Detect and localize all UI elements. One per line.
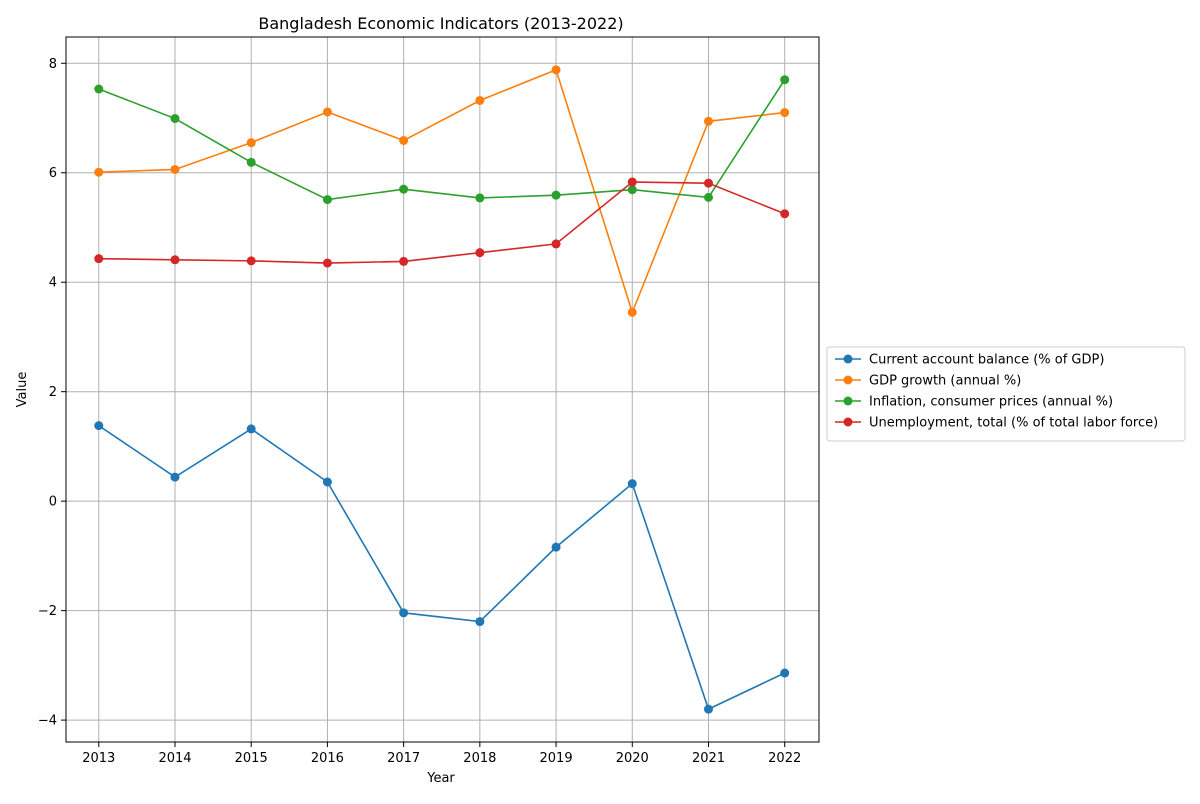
legend-item: Current account balance (% of GDP) xyxy=(835,353,1104,368)
y-tick-label: 4 xyxy=(49,276,57,291)
data-point xyxy=(551,190,561,200)
data-point xyxy=(475,95,485,105)
data-point xyxy=(322,258,332,268)
data-point xyxy=(475,617,485,627)
data-point xyxy=(94,167,104,177)
x-tick-label: 2016 xyxy=(311,751,344,766)
y-tick-label: 0 xyxy=(49,495,57,510)
data-point xyxy=(170,164,180,174)
data-point xyxy=(399,608,409,618)
y-tick-label: −2 xyxy=(38,604,57,619)
y-axis-label: Value xyxy=(15,372,30,408)
legend-frame xyxy=(826,346,1186,442)
legend-label: Current account balance (% of GDP) xyxy=(869,353,1104,368)
data-point xyxy=(551,542,561,552)
data-point xyxy=(94,421,104,431)
legend-marker xyxy=(843,354,853,364)
y-tick-label: 6 xyxy=(49,166,57,181)
series-layer xyxy=(94,65,790,714)
chart-title: Bangladesh Economic Indicators (2013-202… xyxy=(258,14,623,33)
legend-label: Unemployment, total (% of total labor fo… xyxy=(869,416,1158,431)
series-line xyxy=(98,68,785,315)
data-point xyxy=(246,138,256,148)
legend-item: GDP growth (annual %) xyxy=(835,374,1021,389)
series-2 xyxy=(94,65,790,317)
data-point xyxy=(703,192,713,202)
data-point xyxy=(475,193,485,203)
data-point xyxy=(170,114,180,124)
data-point xyxy=(551,239,561,249)
data-point xyxy=(627,479,637,489)
data-point xyxy=(703,116,713,126)
data-point xyxy=(399,135,409,145)
data-point xyxy=(246,256,256,266)
plot-frame xyxy=(65,36,820,743)
data-point xyxy=(322,477,332,487)
data-point xyxy=(322,107,332,117)
legend: Current account balance (% of GDP) GDP gr… xyxy=(826,346,1186,442)
series-line xyxy=(98,181,785,264)
series-1 xyxy=(94,421,790,714)
legend-label: Inflation, consumer prices (annual %) xyxy=(869,395,1113,410)
data-point xyxy=(170,472,180,482)
data-point xyxy=(94,254,104,264)
x-tick-label: 2017 xyxy=(387,751,420,766)
legend-item: Unemployment, total (% of total labor fo… xyxy=(835,416,1158,431)
series-4 xyxy=(94,177,790,268)
x-axis-label: Year xyxy=(426,771,455,786)
x-tick-label: 2021 xyxy=(692,751,725,766)
data-point xyxy=(627,177,637,187)
x-tick-label: 2013 xyxy=(82,751,115,766)
axis-ticks: 2013 2014 2015 2016 2017 2018 2019 2020 2021 2022… xyxy=(38,57,801,766)
legend-marker xyxy=(843,396,853,406)
legend-marker xyxy=(843,417,853,427)
data-point xyxy=(246,424,256,434)
data-point xyxy=(780,209,790,219)
data-point xyxy=(399,256,409,266)
data-point xyxy=(627,307,637,317)
data-point xyxy=(703,704,713,714)
data-point xyxy=(475,248,485,258)
data-point xyxy=(780,75,790,85)
y-tick-label: 2 xyxy=(49,385,57,400)
x-tick-label: 2015 xyxy=(235,751,268,766)
legend-item: Inflation, consumer prices (annual %) xyxy=(835,395,1113,410)
legend-marker xyxy=(843,375,853,385)
x-tick-label: 2018 xyxy=(463,751,496,766)
y-tick-label: 8 xyxy=(49,57,57,72)
y-tick-label: −4 xyxy=(38,714,57,729)
x-tick-label: 2020 xyxy=(616,751,649,766)
data-point xyxy=(627,185,637,195)
data-point xyxy=(780,108,790,118)
series-line xyxy=(98,79,786,201)
legend-label: GDP growth (annual %) xyxy=(869,374,1021,389)
data-point xyxy=(551,65,561,75)
data-point xyxy=(780,668,790,678)
x-tick-label: 2019 xyxy=(540,751,573,766)
series-line xyxy=(98,424,786,711)
data-point xyxy=(322,195,332,205)
data-point xyxy=(399,184,409,194)
data-point xyxy=(703,178,713,188)
x-tick-label: 2014 xyxy=(158,751,191,766)
x-tick-label: 2022 xyxy=(768,751,801,766)
grid xyxy=(66,37,819,742)
data-point xyxy=(94,84,104,94)
series-3 xyxy=(94,75,790,205)
data-point xyxy=(170,255,180,265)
data-point xyxy=(246,157,256,167)
